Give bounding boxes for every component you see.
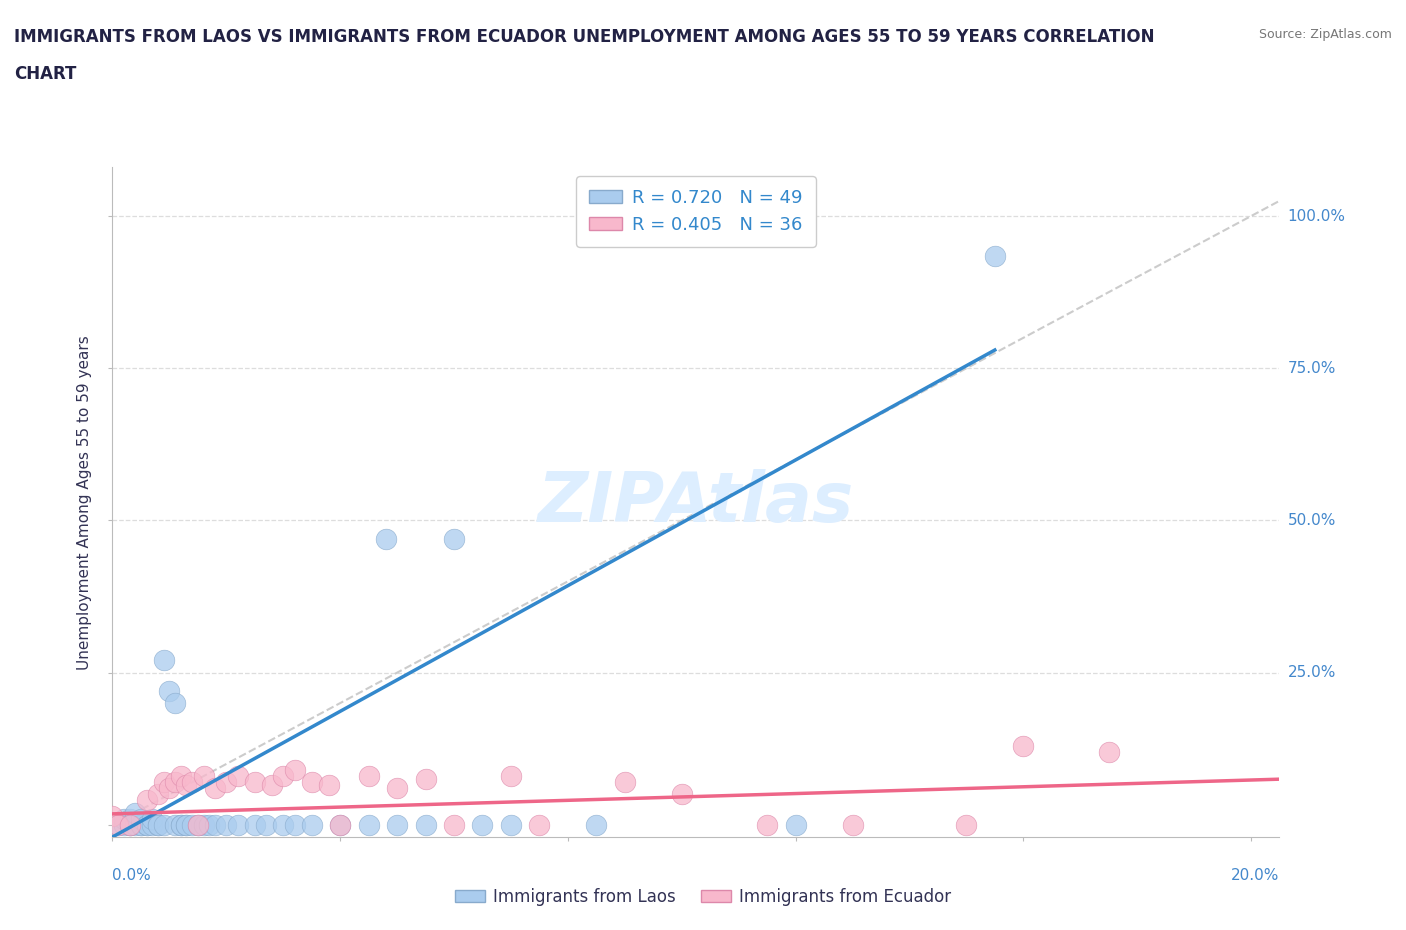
Text: CHART: CHART (14, 65, 76, 83)
Point (243, 817, 266, 832)
Point (756, 817, 779, 832)
Point (271, 817, 294, 832)
Point (135, 817, 157, 832)
Point (471, 817, 494, 832)
Point (1098, 744, 1121, 759)
Text: 50.0%: 50.0% (1288, 513, 1336, 528)
Point (329, 817, 352, 832)
Point (374, 531, 396, 546)
Point (585, 817, 607, 832)
Point (1012, 738, 1035, 753)
Point (955, 817, 977, 832)
Text: 0.0%: 0.0% (112, 868, 152, 883)
Point (443, 817, 465, 832)
Point (415, 817, 437, 832)
Point (529, 817, 551, 832)
Text: 25.0%: 25.0% (1288, 665, 1336, 680)
Point (176, 777, 198, 792)
Point (254, 817, 277, 832)
Y-axis label: Unemployment Among Ages 55 to 59 years: Unemployment Among Ages 55 to 59 years (77, 335, 93, 670)
Point (141, 817, 163, 832)
Point (415, 772, 437, 787)
Point (165, 817, 187, 832)
Point (385, 817, 408, 832)
Point (385, 781, 408, 796)
Point (499, 769, 522, 784)
Text: 75.0%: 75.0% (1288, 361, 1336, 376)
Point (329, 817, 352, 832)
Point (193, 769, 215, 784)
Point (260, 777, 283, 792)
Point (129, 811, 152, 826)
Point (165, 696, 187, 711)
Point (284, 817, 307, 832)
Point (118, 817, 141, 832)
Point (157, 684, 180, 698)
Point (841, 817, 863, 832)
Point (226, 817, 249, 832)
Point (152, 817, 174, 832)
Point (107, 817, 129, 832)
Point (146, 817, 169, 832)
Point (785, 817, 807, 832)
Point (129, 817, 152, 832)
Point (118, 811, 141, 826)
Point (146, 787, 169, 802)
Point (170, 769, 193, 784)
Point (141, 811, 163, 826)
Point (152, 775, 174, 790)
Point (152, 653, 174, 668)
Point (181, 817, 204, 832)
Point (671, 787, 693, 802)
Point (204, 817, 226, 832)
Point (284, 763, 307, 777)
Text: ZIPAtlas: ZIPAtlas (538, 469, 853, 536)
Point (204, 781, 226, 796)
Point (301, 817, 323, 832)
Point (181, 775, 204, 790)
Text: 20.0%: 20.0% (1232, 868, 1279, 883)
Point (271, 769, 294, 784)
Point (984, 248, 1007, 263)
Point (613, 775, 636, 790)
Point (124, 805, 146, 820)
Point (193, 817, 215, 832)
Point (318, 777, 340, 792)
Point (118, 817, 141, 832)
Point (146, 817, 169, 832)
Point (107, 817, 129, 832)
Point (187, 817, 209, 832)
Point (101, 808, 124, 823)
Point (170, 817, 193, 832)
Text: 100.0%: 100.0% (1288, 208, 1346, 223)
Point (226, 769, 249, 784)
Point (176, 817, 198, 832)
Point (129, 817, 152, 832)
Point (187, 817, 209, 832)
Point (157, 781, 180, 796)
Text: IMMIGRANTS FROM LAOS VS IMMIGRANTS FROM ECUADOR UNEMPLOYMENT AMONG AGES 55 TO 59: IMMIGRANTS FROM LAOS VS IMMIGRANTS FROM … (14, 28, 1154, 46)
Point (112, 811, 135, 826)
Point (170, 817, 193, 832)
Point (176, 817, 198, 832)
Point (124, 817, 146, 832)
Point (165, 775, 187, 790)
Text: Source: ZipAtlas.com: Source: ZipAtlas.com (1258, 28, 1392, 41)
Point (112, 817, 135, 832)
Point (215, 775, 238, 790)
Point (135, 793, 157, 808)
Point (357, 769, 380, 784)
Legend: Immigrants from Laos, Immigrants from Ecuador: Immigrants from Laos, Immigrants from Ec… (449, 881, 957, 912)
Point (443, 531, 465, 546)
Point (118, 817, 141, 832)
Point (301, 775, 323, 790)
Point (135, 817, 157, 832)
Point (499, 817, 522, 832)
Point (215, 817, 238, 832)
Legend: R = 0.720   N = 49, R = 0.405   N = 36: R = 0.720 N = 49, R = 0.405 N = 36 (576, 177, 815, 246)
Point (357, 817, 380, 832)
Point (243, 775, 266, 790)
Point (198, 817, 221, 832)
